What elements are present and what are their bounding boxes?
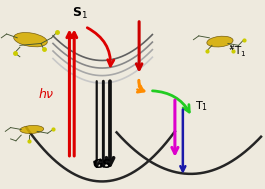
Text: S$_1$: S$_1$	[72, 6, 87, 21]
Ellipse shape	[20, 125, 44, 133]
Text: $^\#$T$_1$: $^\#$T$_1$	[228, 43, 247, 59]
Ellipse shape	[207, 36, 233, 47]
Text: GS: GS	[92, 158, 112, 171]
Text: T$_1$: T$_1$	[195, 99, 208, 113]
Ellipse shape	[14, 33, 47, 47]
Text: $h\nu$: $h\nu$	[38, 88, 55, 101]
